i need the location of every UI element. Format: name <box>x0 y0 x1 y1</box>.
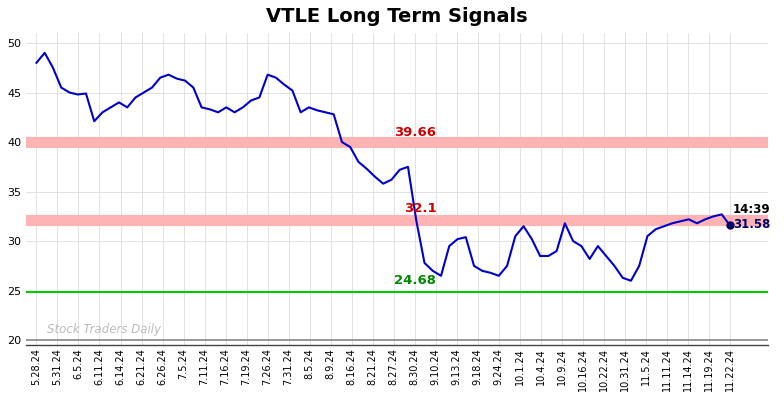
Text: Stock Traders Daily: Stock Traders Daily <box>47 323 161 336</box>
Title: VTLE Long Term Signals: VTLE Long Term Signals <box>266 7 528 26</box>
Text: 24.68: 24.68 <box>394 274 436 287</box>
Text: 32.1: 32.1 <box>405 202 437 215</box>
Text: 39.66: 39.66 <box>394 127 436 139</box>
Text: 14:39: 14:39 <box>733 203 771 216</box>
Text: 31.58: 31.58 <box>733 219 771 232</box>
